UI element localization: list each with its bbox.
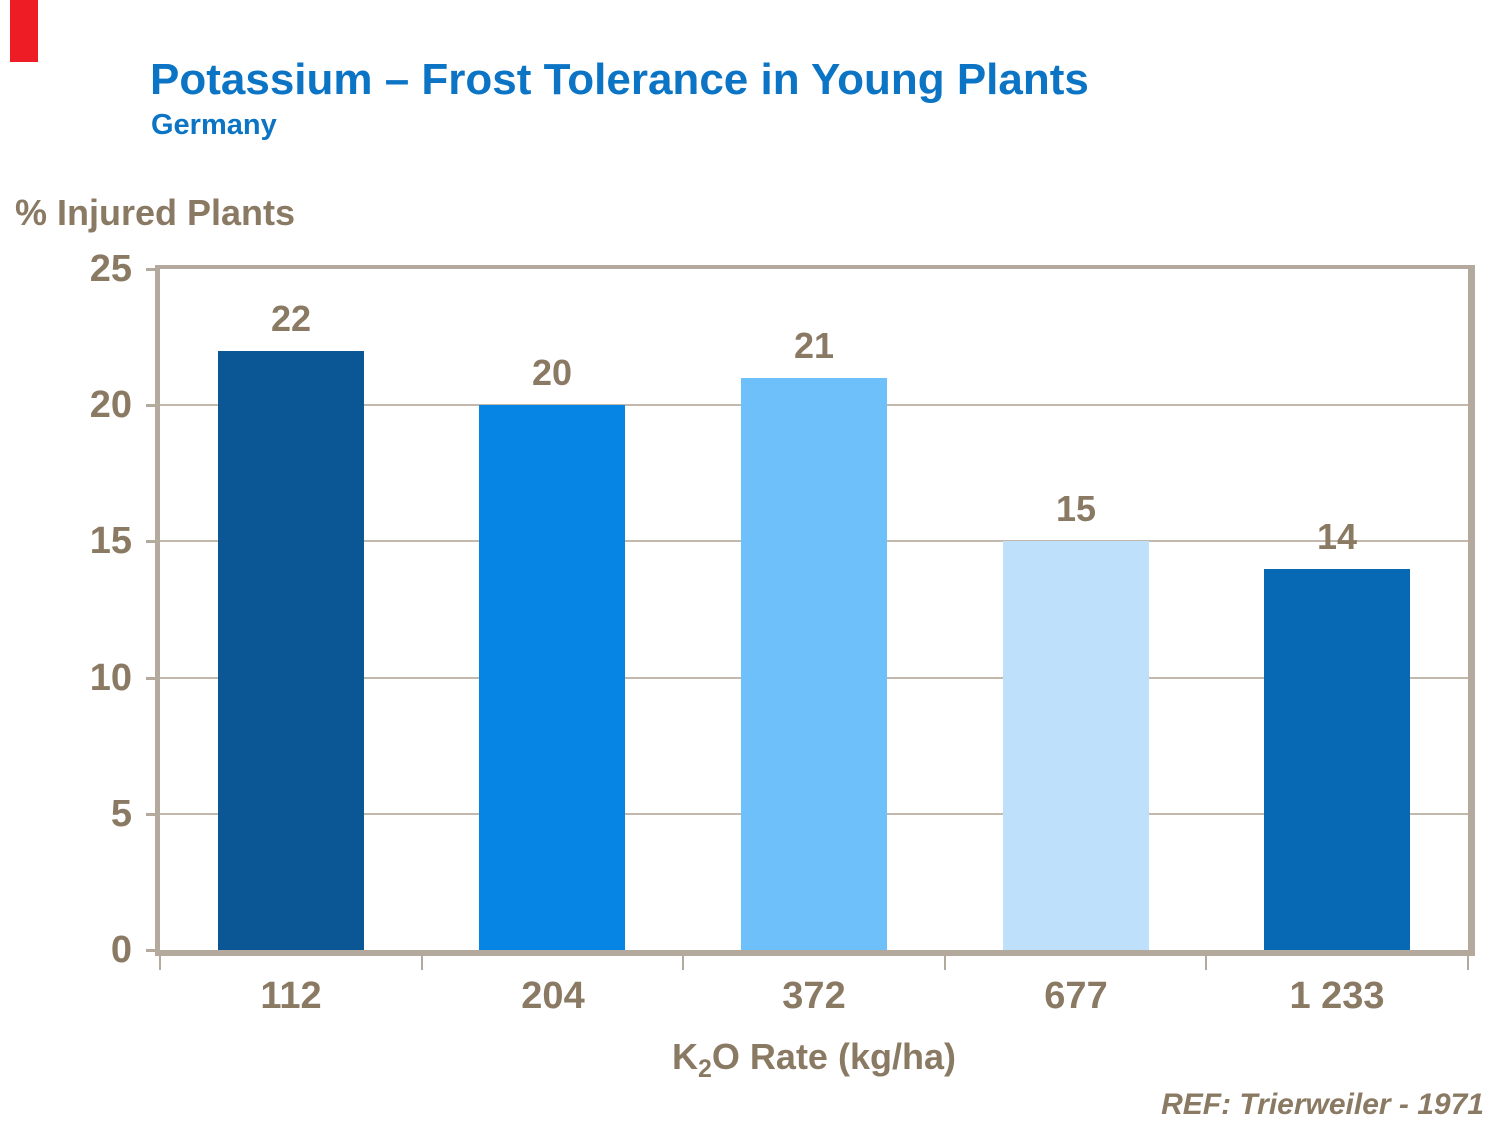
- y-tick-label: 0: [110, 929, 132, 971]
- x-tick-label: 1 233: [1289, 975, 1385, 1017]
- x-tick-mark: [1467, 956, 1469, 970]
- chart-title: Potassium – Frost Tolerance in Young Pla…: [150, 55, 1089, 104]
- bar: [741, 378, 887, 950]
- x-axis-title-subscript: 2: [698, 1055, 712, 1083]
- bar: [218, 351, 364, 950]
- reference-note: REF: Trierweiler - 1971: [1161, 1088, 1484, 1121]
- y-tick-mark: [146, 949, 160, 952]
- x-tick-mark: [1205, 956, 1207, 970]
- y-tick-mark: [146, 404, 160, 408]
- y-tick-label: 15: [89, 520, 132, 563]
- bar: [1264, 569, 1410, 950]
- x-tick-mark: [944, 956, 946, 970]
- x-axis-title-base: K: [672, 1036, 699, 1077]
- y-tick-mark: [146, 812, 160, 816]
- red-marker: [10, 0, 38, 62]
- y-tick-mark: [146, 540, 160, 544]
- x-tick-label: 204: [521, 975, 585, 1017]
- bar: [1003, 541, 1149, 950]
- y-tick-mark: [146, 676, 160, 680]
- y-axis-title: % Injured Plants: [15, 192, 296, 233]
- bar-value-label: 14: [1316, 516, 1358, 557]
- y-tick-label: 5: [110, 792, 132, 835]
- x-tick-label: 112: [260, 975, 322, 1017]
- x-axis-title-rest: O Rate (kg/ha): [711, 1036, 956, 1077]
- y-tick-label: 25: [89, 248, 132, 290]
- y-tick-label: 10: [89, 656, 132, 699]
- x-tick-label: 372: [782, 975, 846, 1017]
- x-tick-mark: [421, 956, 423, 970]
- bar-value-label: 20: [531, 352, 573, 393]
- bar-value-label: 21: [793, 325, 835, 366]
- x-tick-mark: [159, 956, 161, 970]
- y-tick-label: 20: [89, 384, 132, 427]
- x-tick-mark: [682, 956, 684, 970]
- chart-subtitle: Germany: [151, 109, 277, 141]
- x-tick-label: 677: [1044, 975, 1108, 1017]
- bar-value-label: 15: [1055, 488, 1097, 529]
- bar: [479, 405, 625, 950]
- x-axis-title: K2O Rate (kg/ha): [160, 1036, 1468, 1084]
- y-tick-mark: [146, 268, 160, 271]
- bar-value-label: 22: [270, 298, 312, 339]
